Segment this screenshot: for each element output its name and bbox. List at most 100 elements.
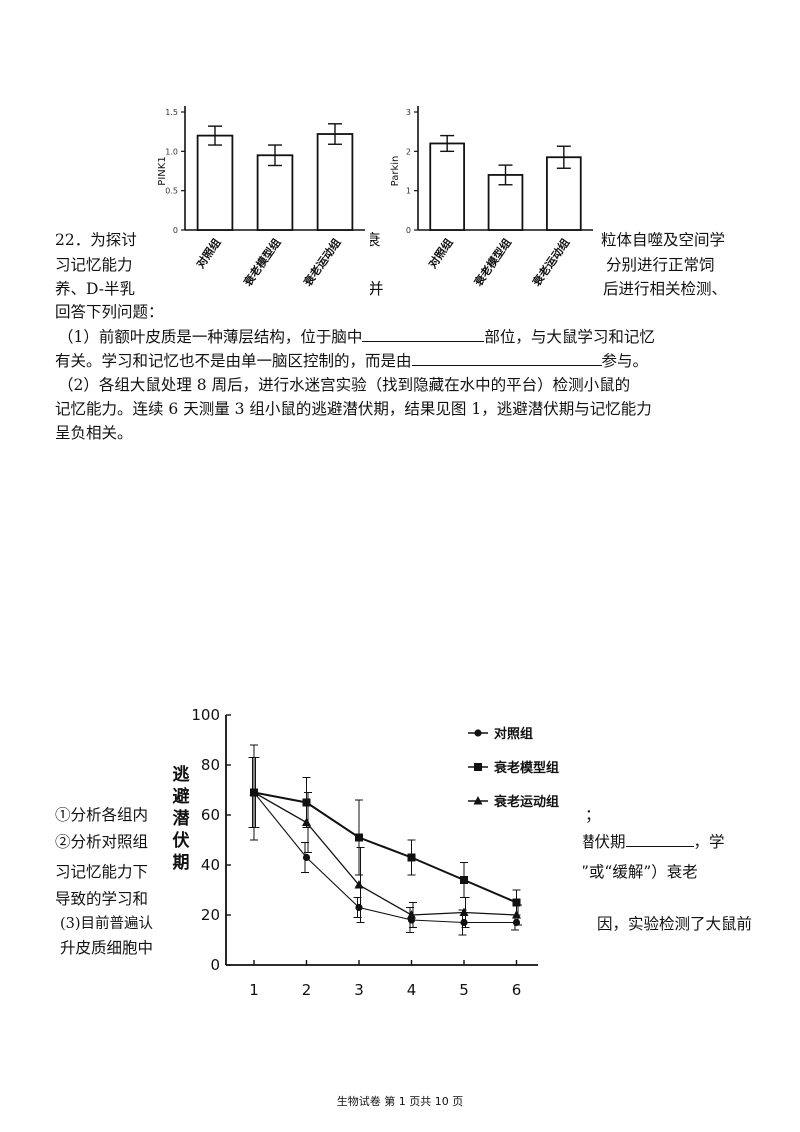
y-axis-label-char: 伏	[173, 830, 190, 851]
q22-line3-right: 后进行相关检测、	[603, 280, 728, 298]
p2-line1: （2）各组大鼠处理 8 周后，进行水迷宫实验（找到隐藏在水中的平台）检测小鼠的	[58, 376, 631, 394]
legend-marker	[474, 763, 482, 771]
q-ii-left: ②分析对照组	[55, 833, 149, 851]
q22-line1-right: 粒体自噬及空间学	[601, 231, 726, 249]
q22-line2-left: 习记忆能力	[55, 256, 133, 274]
y-tick-label: 60	[201, 806, 220, 824]
q22-line1-left: 22．为探讨	[55, 231, 137, 249]
y-tick-label: 1.5	[165, 108, 178, 117]
answer-blank-3[interactable]	[625, 832, 694, 847]
q-i-right: ；	[585, 806, 601, 824]
data-point-衰老模型组	[302, 798, 311, 807]
latency-chart: 0 20 40 60 80 100 1 2 3 4 5 6 逃避潜伏期 对照组衰老模型组衰老运动组	[168, 698, 583, 1016]
y-axis-label: PINK1	[157, 156, 168, 185]
p1-line2: 有关。学习和记忆也不是由单一脑区控制的，而是由 参与。	[55, 350, 648, 372]
data-point-衰老运动组	[354, 880, 364, 889]
p2-line3: 呈负相关。	[55, 424, 133, 442]
x-category-label: 衰老模型组	[240, 236, 284, 290]
legend-marker	[474, 729, 482, 737]
y-axis-label-char: 避	[173, 786, 190, 807]
legend-label: 衰老运动组	[493, 794, 559, 810]
series-line-衰老模型组	[253, 791, 517, 904]
p1-line1: （1）前额叶皮质是一种薄层结构，位于脑中 部位，与大鼠学习和记忆	[58, 326, 655, 348]
y-axis-label-char: 潜	[173, 808, 191, 829]
data-point-衰老模型组	[512, 898, 521, 907]
x-tick-label: 2	[302, 981, 312, 999]
y-tick-label: 20	[201, 906, 220, 924]
q-ii-right: 潜伏期 ，学	[579, 831, 725, 853]
answer-blank-1[interactable]	[362, 327, 485, 342]
y-tick-label: 0.5	[165, 187, 178, 196]
parkin-chart: 0 1 2 3 Parkin 对照组 衰老模型组 衰老运动组	[388, 100, 600, 300]
data-point-衰老模型组	[407, 853, 416, 862]
y-tick-label: 2	[406, 147, 411, 156]
p1-text-b: 部位，与大鼠学习和记忆	[484, 328, 655, 346]
p1-text-c: 有关。学习和记忆也不是由单一脑区控制的，而是由	[55, 352, 412, 370]
y-tick-label: 3	[406, 108, 411, 117]
q22-line2-right: 分别进行正常饲	[606, 256, 715, 274]
series-line-对照组	[253, 792, 517, 924]
legend-label: 衰老模型组	[493, 760, 559, 776]
y-tick-label: 1.0	[165, 147, 178, 156]
parkin-bar-chart: 0 1 2 3 Parkin 对照组 衰老模型组 衰老运动组	[390, 106, 593, 290]
y-axis-label-char: 逃	[173, 764, 191, 785]
q-iii-left: 习记忆能力下	[55, 863, 149, 881]
x-tick-label: 5	[459, 981, 469, 999]
p3-left: (3)目前普遍认	[60, 916, 154, 932]
x-category-label: 衰老运动组	[300, 236, 344, 290]
q-i-left: ①分析各组内	[55, 806, 149, 824]
p3-right: 因，实验检测了大鼠前	[597, 915, 753, 933]
q-ii-text-b: ，学	[693, 833, 725, 851]
p2-line2: 记忆能力。连续 6 天测量 3 组小鼠的逃避潜伏期，结果见图 1，逃避潜伏期与记…	[55, 400, 652, 418]
page-footer: 生物试卷 第 1 页共 10 页	[336, 1095, 464, 1108]
x-category-label: 衰老模型组	[470, 236, 514, 290]
data-point-衰老模型组	[355, 833, 363, 842]
answer-blank-2[interactable]	[411, 351, 602, 366]
q-ii-text-a: 潜伏期	[579, 833, 626, 851]
pink1-bar-chart: 0 0.5 1.0 1.5 PINK1 对照组 衰老模型组 衰老运动组	[157, 106, 365, 290]
y-tick-label: 100	[191, 706, 220, 724]
y-tick-label: 40	[201, 856, 220, 874]
p1-text-d: 参与。	[601, 352, 649, 370]
bar-衰老模型组	[256, 154, 294, 231]
x-tick-label: 3	[354, 981, 364, 999]
data-point-衰老运动组	[407, 910, 416, 919]
data-point-衰老模型组	[460, 876, 468, 884]
q22-line4: 回答下列问题：	[55, 303, 164, 321]
y-axis-label: Parkin	[390, 156, 401, 187]
x-category-label: 对照组	[425, 236, 455, 271]
y-tick-label: 0	[173, 226, 178, 235]
data-point-衰老运动组	[459, 907, 469, 916]
q-iv-left: 导致的学习和	[55, 890, 149, 908]
x-category-label: 衰老运动组	[529, 236, 573, 290]
data-point-衰老运动组	[302, 817, 311, 826]
bar-衰老运动组	[546, 156, 582, 231]
data-point-对照组	[460, 918, 468, 927]
pink1-chart: 0 0.5 1.0 1.5 PINK1 对照组 衰老模型组 衰老运动组	[155, 100, 370, 300]
y-axis-label-char: 期	[173, 853, 190, 873]
q-iii-right: ”或“缓解”）衰老	[581, 863, 698, 881]
legend-marker	[473, 796, 483, 805]
x-tick-label: 6	[512, 981, 522, 999]
y-tick-label: 1	[406, 187, 411, 196]
q22-line3-mid: 并	[368, 280, 384, 298]
x-category-label: 对照组	[193, 236, 223, 271]
x-tick-label: 4	[407, 981, 417, 999]
q22-line3-left: 养、D-半乳	[55, 280, 135, 298]
legend-label: 对照组	[494, 726, 533, 742]
data-point-对照组	[302, 853, 311, 862]
y-tick-label: 0	[406, 226, 411, 235]
bar-对照组	[429, 142, 465, 231]
data-point-衰老运动组	[249, 787, 259, 796]
bar-对照组	[196, 134, 234, 231]
series-line-衰老运动组	[253, 791, 517, 916]
p1-text-a: （1）前额叶皮质是一种薄层结构，位于脑中	[58, 328, 363, 346]
y-tick-label: 0	[210, 956, 220, 974]
y-tick-label: 80	[201, 756, 220, 774]
x-tick-label: 1	[249, 981, 259, 999]
bar-衰老运动组	[316, 133, 354, 231]
p3-line2-left: 升皮质细胞中	[60, 939, 154, 957]
data-point-衰老运动组	[512, 910, 521, 919]
data-point-对照组	[355, 903, 363, 912]
